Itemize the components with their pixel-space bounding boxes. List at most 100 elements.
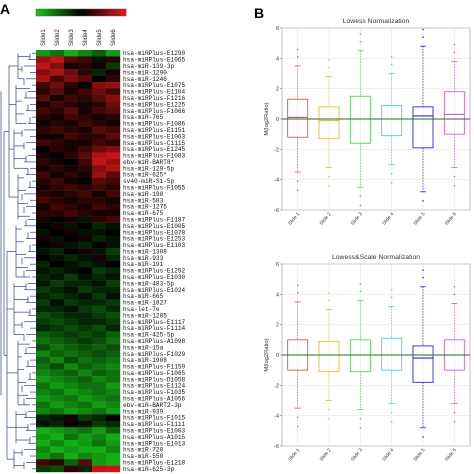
heatmap-cell: [78, 81, 93, 89]
box-plot-lowess-outlier: [422, 36, 424, 38]
heatmap-cell: [64, 337, 79, 345]
heatmap-cell: [78, 62, 93, 70]
heatmap-cell: [64, 388, 79, 396]
heatmap-cell: [106, 382, 121, 390]
heatmap-cell: [50, 318, 65, 326]
heatmap-cell: [36, 420, 51, 428]
heatmap-cell: [78, 248, 93, 255]
heatmap-cell: [64, 229, 79, 236]
heatmap-cell: [64, 62, 79, 70]
heatmap-cell: [92, 216, 107, 223]
box-plot-lowess-scale-outlier: [296, 284, 299, 287]
heatmap-cell: [50, 280, 65, 287]
heatmap-cell: [50, 292, 65, 300]
heatmap-cell: [36, 145, 51, 153]
heatmap-cell: [64, 133, 79, 140]
heatmap-cell: [106, 286, 121, 294]
heatmap-cell: [106, 465, 121, 473]
heatmap-cell: [64, 286, 79, 294]
heatmap-cell: [92, 235, 107, 243]
heatmap-cell: [78, 369, 93, 377]
heatmap-row-label: hsa-miRPlus-A1015: [123, 434, 186, 441]
heatmap-cell: [50, 241, 65, 249]
heatmap-cell: [92, 305, 107, 313]
heatmap-row-label: ebv-miR-BART2-3p: [123, 402, 182, 409]
heatmap-cell: [78, 133, 93, 140]
heatmap-cell: [64, 145, 79, 153]
heatmap-cell: [50, 440, 65, 447]
heatmap-cell: [106, 107, 121, 115]
box-plot-lowess-outlier: [453, 175, 456, 178]
heatmap-row-label: hsa-miRPlus-D1058: [123, 376, 186, 383]
heatmap-cell: [36, 299, 51, 306]
heatmap-row-label: hsa-miR-139-3p: [123, 63, 175, 70]
heatmap-cell: [92, 197, 107, 204]
heatmap-cell: [50, 133, 65, 140]
heatmap-cell: [36, 190, 51, 198]
heatmap-cell: [106, 120, 121, 127]
heatmap-cell: [92, 427, 107, 434]
heatmap-row-label: hsa-miRPlus-E1003: [123, 427, 186, 434]
box-plot-lowess-outlier: [422, 28, 424, 31]
heatmap-row-label: hsa-miRPlus-F1159: [123, 364, 186, 371]
heatmap-cell: [106, 363, 121, 370]
heatmap-cell: [64, 107, 79, 115]
heatmap-cell: [50, 152, 65, 159]
box-plot-lowess-outlier: [359, 40, 362, 43]
heatmap-cell: [36, 158, 51, 166]
heatmap-cell: [106, 50, 121, 57]
heatmap-cell: [92, 184, 107, 191]
heatmap-cell: [92, 50, 107, 57]
box-plot-lowess-scale-xtick-label: Slide 6: [444, 447, 458, 462]
heatmap-cell: [64, 465, 79, 473]
box-plot-lowess-outlier: [390, 181, 393, 184]
heatmap-row-label: hsa-miRPlus-E1151: [123, 127, 186, 134]
box-plot-lowess-ytick-label: 2: [276, 87, 279, 93]
heatmap-cell: [36, 120, 51, 127]
heatmap-cell: [36, 465, 51, 473]
heatmap-cell: [78, 229, 93, 236]
box-plot-lowess-scale-outlier: [359, 427, 362, 429]
colorbar-step: [96, 9, 100, 16]
colorbar-step: [42, 9, 46, 16]
box-plot-lowess-scale-ytick-label: -2: [274, 383, 279, 389]
heatmap-cell: [78, 107, 93, 115]
box-plot-lowess-box: [443, 91, 465, 135]
heatmap-cell: [78, 184, 93, 191]
heatmap-cell: [50, 75, 65, 83]
heatmap-cell: [78, 395, 93, 402]
colorbar-step: [39, 9, 43, 16]
colorbar-step: [60, 9, 64, 16]
box-plot-lowess-ytick-label: 6: [276, 26, 279, 32]
heatmap-cell: [50, 312, 65, 319]
heatmap-cell: [50, 248, 65, 255]
colorbar-step: [87, 9, 91, 16]
heatmap-cell: [36, 376, 51, 383]
heatmap-cell: [36, 171, 51, 179]
box-plot-lowess-scale-outlier: [328, 292, 330, 294]
heatmap-cell: [92, 331, 107, 338]
heatmap-cell: [106, 254, 121, 262]
heatmap-cell: [92, 113, 107, 121]
heatmap-cell: [50, 62, 65, 70]
colorbar-step: [45, 9, 49, 16]
box-plot-lowess-xtick-label: Slide 3: [350, 211, 364, 226]
heatmap-row-label: hsa-miRPlus-A1098: [123, 338, 186, 345]
heatmap-cell: [78, 177, 93, 185]
heatmap-cell: [50, 139, 65, 147]
box-plot-lowess-scale-ytick-label: -4: [274, 414, 279, 420]
heatmap-cell: [50, 113, 65, 121]
heatmap-cell: [92, 229, 107, 236]
heatmap-row-label: hsa-miRPlus-F1029: [123, 351, 186, 358]
heatmap-cell: [78, 440, 93, 447]
heatmap-cell: [36, 133, 51, 140]
heatmap-cell: [64, 248, 79, 255]
heatmap-cell: [64, 254, 79, 262]
heatmap-cell: [50, 101, 65, 108]
heatmap-cell: [106, 235, 121, 243]
heatmap-cell: [64, 165, 79, 172]
heatmap-cell: [92, 465, 107, 473]
box-plot-lowess-scale-xtick-label: Slide 2: [319, 447, 333, 462]
box-plot-lowess-ytick-label: 4: [276, 56, 279, 62]
heatmap-cell: [78, 318, 93, 326]
